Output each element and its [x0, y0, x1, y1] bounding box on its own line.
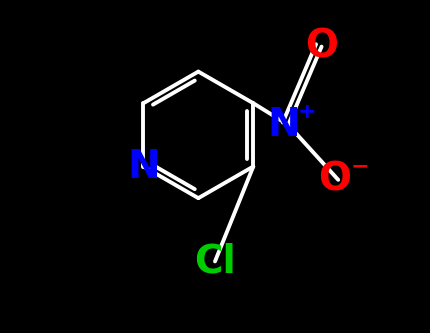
Text: O: O — [305, 28, 338, 66]
Text: N: N — [127, 148, 160, 185]
Text: O: O — [318, 161, 351, 199]
Text: N: N — [267, 106, 300, 144]
Text: +: + — [297, 102, 316, 122]
Text: −: − — [350, 157, 369, 176]
Text: Cl: Cl — [194, 242, 236, 280]
